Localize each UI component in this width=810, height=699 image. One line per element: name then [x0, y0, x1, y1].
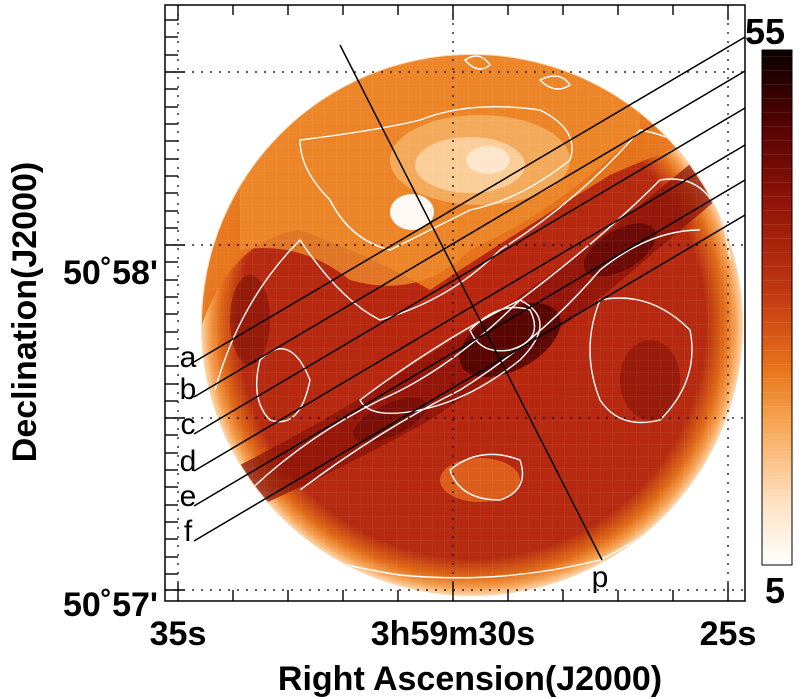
colorbar-max-label: 55	[745, 11, 785, 52]
x-tick-label-1: 3h59m30s	[371, 615, 535, 653]
x-tick-label-0: 35s	[150, 615, 207, 653]
x-tick-label-2: 25s	[700, 615, 757, 653]
y-tick-label-0: 50˚57'	[63, 586, 158, 624]
plot-frame	[164, 4, 746, 602]
cut-line-e	[193, 179, 745, 507]
heatmap-disk	[201, 54, 743, 596]
cut-line-a	[193, 36, 745, 363]
cut-label-f: f	[184, 515, 193, 548]
cut-line-b	[193, 70, 745, 398]
x-axis-label: Right Ascension(J2000)	[278, 660, 662, 698]
cut-line-p	[339, 44, 603, 561]
colorbar-min-label: 5	[765, 570, 785, 611]
colorbar	[761, 49, 793, 566]
cut-label-d: d	[180, 445, 197, 478]
cut-line-c	[193, 107, 745, 435]
cut-label-a: a	[180, 341, 197, 374]
cut-line-f	[193, 214, 745, 542]
cut-label-c: c	[181, 408, 196, 441]
cut-label-e: e	[180, 480, 197, 513]
cut-lines	[193, 36, 745, 561]
cut-label-p: p	[592, 561, 609, 594]
cut-line-d	[193, 144, 745, 472]
cut-label-b: b	[180, 373, 197, 406]
y-tick-label-1: 50˚58'	[63, 254, 158, 292]
grid	[165, 5, 745, 601]
axis-ticks	[165, 5, 729, 601]
y-axis-label: Declination(J2000)	[6, 162, 44, 462]
